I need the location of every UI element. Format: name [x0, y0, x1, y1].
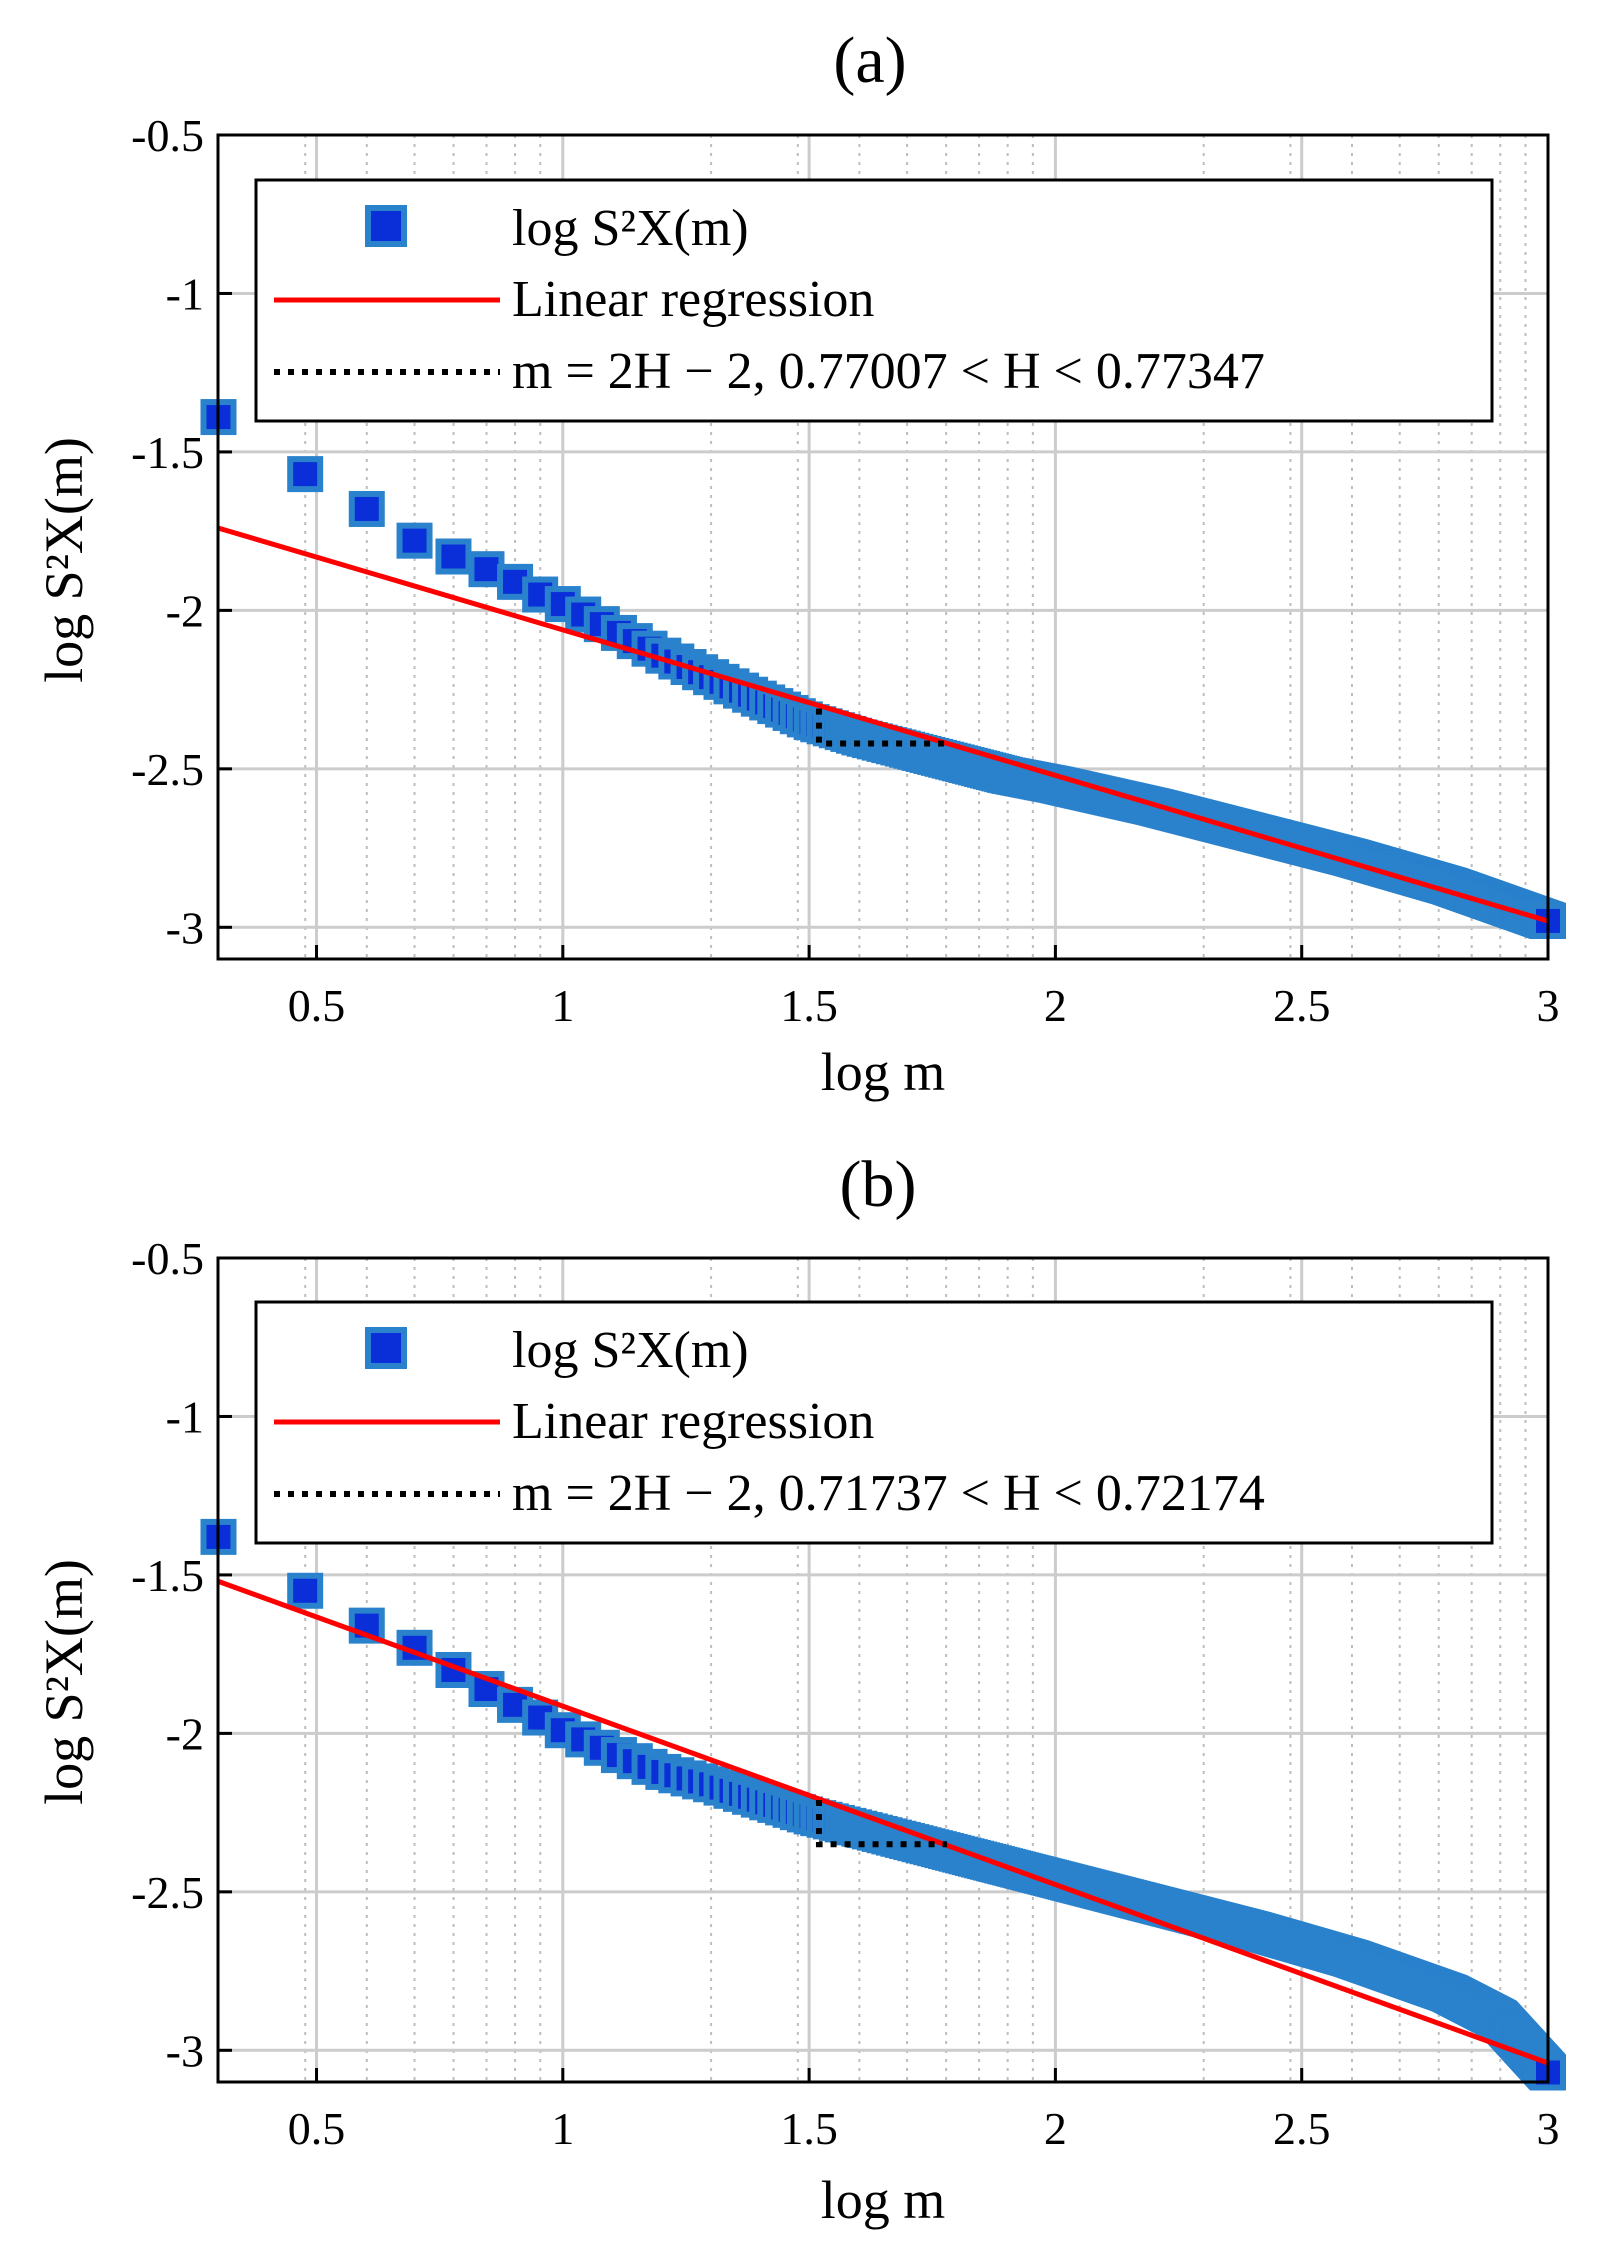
panel-a-x-tick-label: 3: [1537, 980, 1560, 1031]
panel-b-legend-marker-swatch: [365, 1327, 407, 1369]
panel-b-title: (b): [840, 1148, 917, 1221]
panel-b-plot-frame: [216, 1256, 1550, 2084]
panel-b-x-tick-label: 3: [1537, 2103, 1560, 2154]
panel-b-x-tick-label: 0.5: [288, 2103, 346, 2154]
panel-b-regression-line: [217, 1578, 1549, 2066]
panel-b-legend: log S²X(m) Linear regression m = 2H − 2,…: [254, 1300, 1494, 1545]
panel-b-reference-guide: [815, 1799, 948, 1848]
panel-b-x-tick-label: 1.5: [780, 2103, 838, 2154]
panel-b-x-axis-label: log m: [821, 2170, 946, 2230]
panel-a-legend-reference-label: m = 2H − 2, 0.77007 < H < 0.77347: [512, 343, 1265, 400]
panel-a-regression-line: [217, 525, 1549, 924]
panel-b-data-point: [348, 1607, 385, 1644]
panel-a-title: (a): [833, 24, 906, 97]
panel-a-x-tick-label: 1.5: [780, 980, 838, 1031]
panel-a-plot-frame: [216, 133, 1550, 961]
panel-a-data-point: [396, 522, 433, 559]
panel-b: (b) 0.5 1 1.5 2 2.5 3 -0.5 -1 -1.5 -2 -2.5 -3 log m…: [34, 1148, 1566, 2230]
panel-b-legend-series-label: log S²X(m): [512, 1322, 749, 1379]
panel-a-y-tick-label: -1: [166, 268, 204, 319]
panel-a-data-point: [287, 456, 324, 493]
panel-b-x-tick-label: 1: [551, 2103, 574, 2154]
panel-a: (a) 0.5 1 1.5 2 2.5 3 -0.5 -1 -1.5 -2 -2.5 -3 log m…: [34, 24, 1566, 1102]
panel-a-y-tick-label: -2: [166, 585, 204, 636]
panel-a-y-tick-label: -2.5: [131, 744, 204, 795]
panel-b-x-tick-label: 2: [1044, 2103, 1067, 2154]
panel-b-y-tick-label: -2: [166, 1708, 204, 1759]
panel-b-y-tick-label: -2.5: [131, 1867, 204, 1918]
panel-a-y-tick-label: -3: [166, 902, 204, 953]
panel-a-y-tick-label: -0.5: [131, 110, 204, 161]
panel-b-x-tick-label: 2.5: [1273, 2103, 1331, 2154]
panel-b-y-tick-label: -3: [166, 2025, 204, 2076]
panel-a-x-tick-label: 2.5: [1273, 980, 1331, 1031]
panel-a-legend-marker-swatch: [365, 205, 407, 247]
panel-b-legend-reference-label: m = 2H − 2, 0.71737 < H < 0.72174: [512, 1465, 1265, 1522]
panel-a-x-tick-label: 0.5: [288, 980, 346, 1031]
panel-a-x-tick-label: 1: [551, 980, 574, 1031]
panel-b-y-tick-label: -0.5: [131, 1233, 204, 1284]
panel-b-legend-regression-label: Linear regression: [512, 1393, 874, 1450]
panel-b-y-tick-label: -1.5: [131, 1550, 204, 1601]
panel-a-x-tick-label: 2: [1044, 980, 1067, 1031]
panel-a-legend-regression-label: Linear regression: [512, 271, 874, 328]
panel-a-x-axis-label: log m: [821, 1042, 946, 1102]
panel-a-data-point: [435, 538, 472, 575]
panel-a-legend-series-label: log S²X(m): [512, 200, 749, 257]
panel-b-data-point: [287, 1572, 324, 1609]
panel-b-y-axis-label: log S²X(m): [34, 1559, 94, 1805]
panel-a-legend: log S²X(m) Linear regression m = 2H − 2,…: [254, 178, 1494, 423]
panel-a-data-point: [468, 551, 505, 588]
panel-a-data-point: [348, 490, 385, 527]
panel-b-y-tick-label: -1: [166, 1391, 204, 1442]
panel-a-y-tick-label: -1.5: [131, 427, 204, 478]
panel-a-y-axis-label: log S²X(m): [34, 437, 94, 683]
